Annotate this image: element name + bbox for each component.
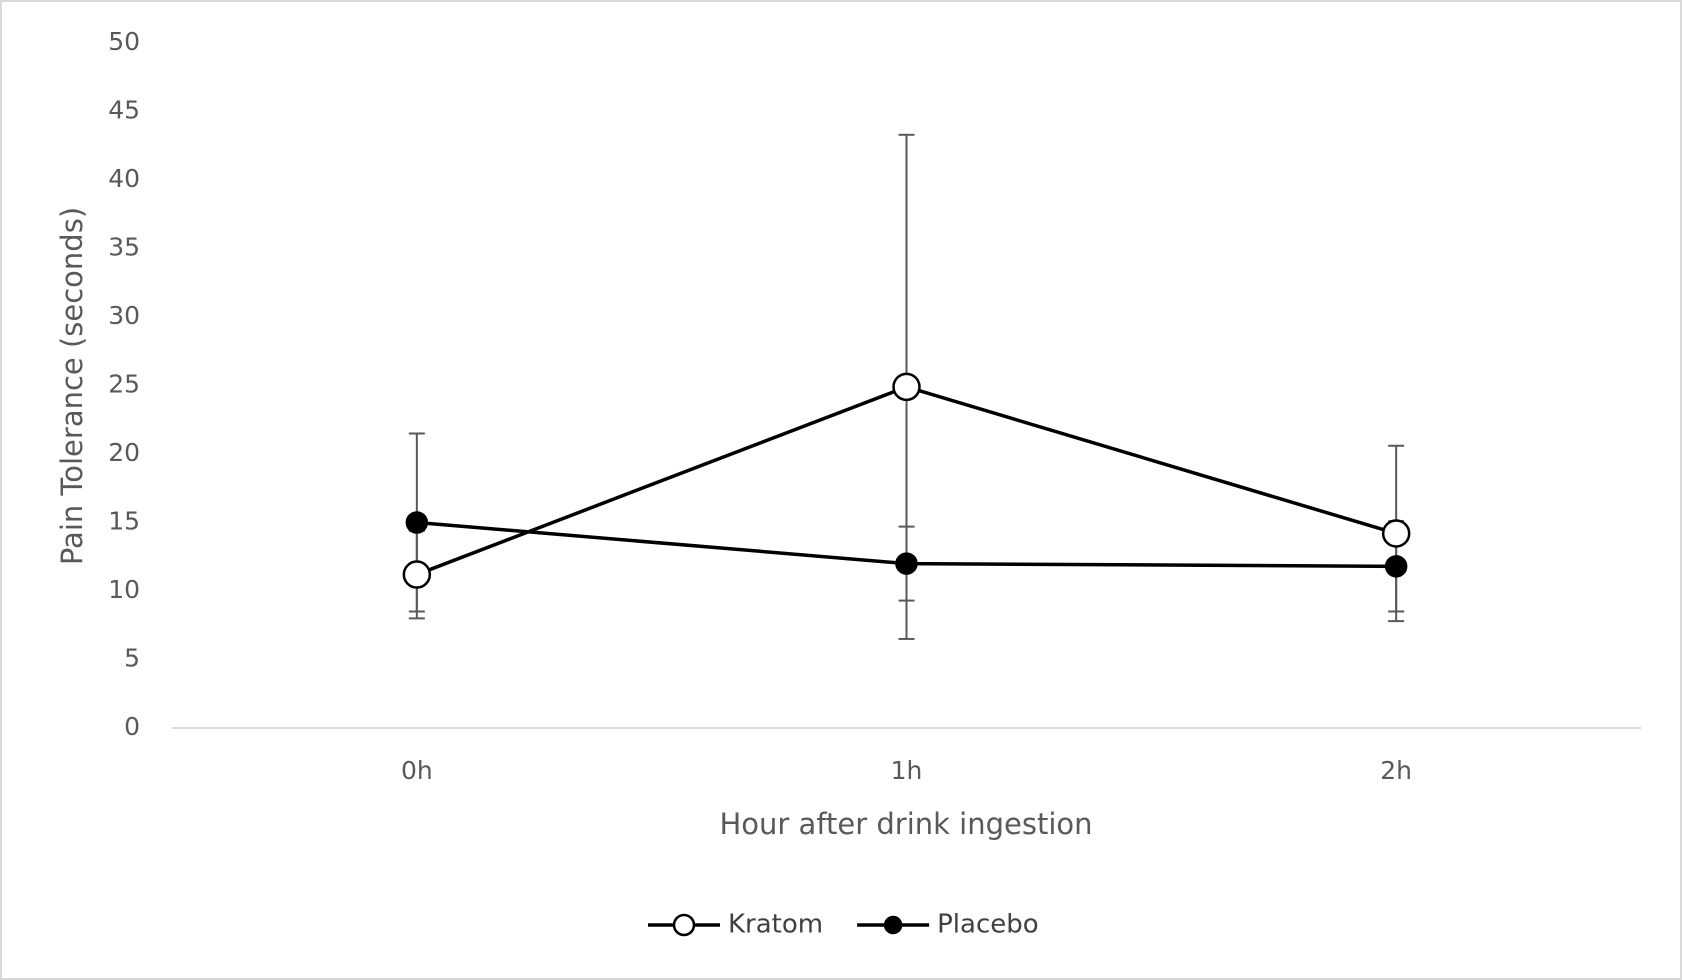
y-tick-label: 45 — [108, 96, 140, 125]
y-tick-label: 0 — [124, 712, 140, 741]
legend-label: Kratom — [728, 910, 823, 940]
y-tick-label: 40 — [108, 164, 140, 193]
marker — [402, 560, 432, 589]
x-tick-label: 0h — [401, 756, 433, 785]
y-tick-label: 30 — [108, 301, 140, 330]
legend-marker — [883, 915, 903, 935]
marker — [1381, 519, 1411, 548]
marker — [895, 552, 918, 575]
y-axis-title: Pain Tolerance (seconds) — [55, 207, 89, 565]
legend-marker — [672, 913, 696, 937]
marker — [892, 372, 921, 402]
marker — [1384, 555, 1408, 578]
y-tick-label: 15 — [108, 507, 140, 536]
x-tick-label: 1h — [891, 756, 923, 785]
y-tick-label: 35 — [108, 233, 140, 262]
y-tick-label: 20 — [108, 438, 140, 467]
marker — [405, 511, 429, 534]
y-tick-label: 5 — [124, 644, 140, 673]
legend-label: Placebo — [937, 910, 1039, 940]
y-tick-label: 10 — [108, 575, 140, 604]
y-tick-label: 25 — [108, 370, 140, 399]
x-tick-label: 2h — [1380, 756, 1412, 785]
y-tick-label: 50 — [108, 27, 140, 56]
x-axis-title: Hour after drink ingestion — [719, 807, 1092, 841]
